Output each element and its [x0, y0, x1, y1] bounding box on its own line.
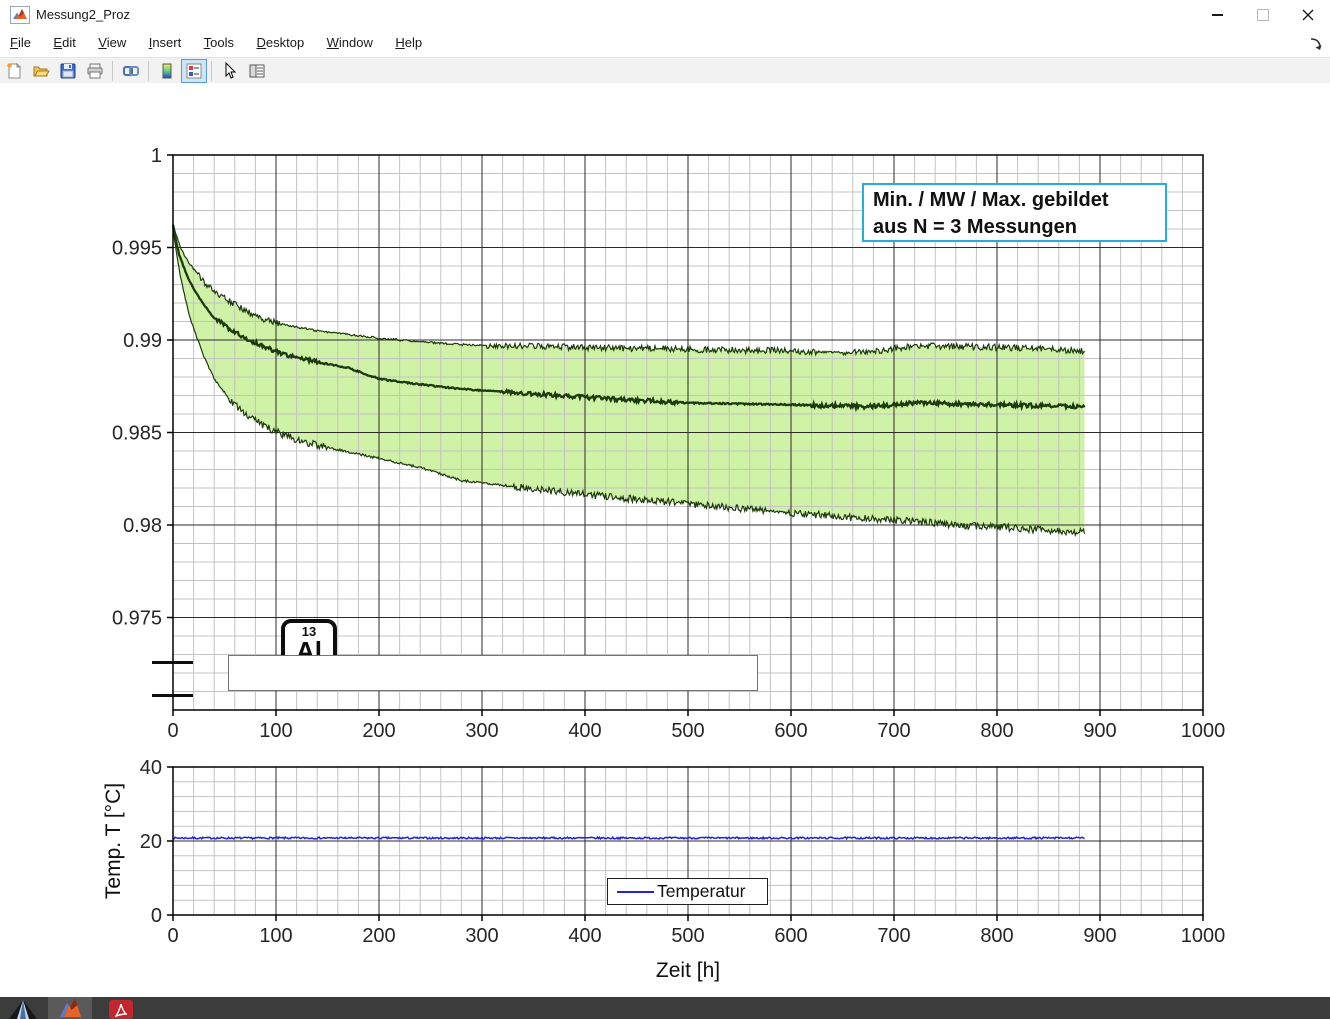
x-tick-label: 700: [877, 925, 910, 947]
property-editor-button[interactable]: [244, 59, 270, 83]
annotation-line2: aus N = 3 Messungen: [873, 216, 1077, 238]
annotation-textbox[interactable]: Min. / MW / Max. gebildet aus N = 3 Mess…: [862, 183, 1167, 242]
maximize-button[interactable]: [1240, 0, 1285, 30]
close-icon: [1302, 9, 1313, 21]
window-title: Messung2_Proz: [36, 7, 130, 22]
dock-figure-icon[interactable]: [1309, 37, 1323, 51]
y-tick-label: 1: [151, 145, 162, 167]
link-plot-button[interactable]: [118, 59, 144, 83]
y-tick-label: 0.985: [112, 423, 162, 445]
new-figure-button[interactable]: [1, 59, 27, 83]
x-tick-label: 300: [465, 925, 498, 947]
x-tick-label: 0: [167, 720, 178, 742]
legend-label: Temperatur: [657, 881, 746, 901]
x-tick-label: 600: [774, 720, 807, 742]
temperature-line: [173, 835, 1085, 841]
x-tick-label: 100: [259, 720, 292, 742]
stray-line-mark: [152, 694, 193, 697]
toolbar-separator: [112, 61, 113, 81]
menu-view[interactable]: View: [98, 35, 127, 50]
y-tick-label: 20: [140, 831, 162, 853]
x-tick-label: 0: [167, 925, 178, 947]
open-file-button[interactable]: [28, 59, 54, 83]
min-curve: [172, 228, 1086, 538]
stray-line-mark: [152, 661, 193, 664]
toolbar-separator: [148, 61, 149, 81]
close-button[interactable]: [1285, 0, 1330, 30]
edit-plot-button[interactable]: [217, 59, 243, 83]
x-tick-label: 400: [568, 720, 601, 742]
insert-colorbar-button[interactable]: [154, 59, 180, 83]
figure-toolbar: [0, 57, 1330, 85]
empty-legend-box[interactable]: [228, 655, 758, 691]
x-tick-label: 1000: [1181, 925, 1226, 947]
y-tick-label: 0: [151, 905, 162, 927]
save-button[interactable]: [55, 59, 81, 83]
menu-file[interactable]: File: [10, 35, 31, 50]
title-bar: Messung2_Proz: [0, 0, 1330, 30]
matlab-taskbar-button[interactable]: [48, 997, 92, 1019]
mean-curve: [171, 224, 1086, 413]
menu-edit[interactable]: Edit: [53, 35, 76, 50]
x-tick-label: 100: [259, 925, 292, 947]
x-tick-label: 300: [465, 720, 498, 742]
temperature-legend[interactable]: Temperatur: [607, 878, 768, 905]
x-axis-label: Zeit [h]: [656, 959, 720, 982]
legend-line-sample: [617, 890, 654, 893]
print-button[interactable]: [82, 59, 108, 83]
y-tick-label: 0.995: [112, 238, 162, 260]
insert-legend-button[interactable]: [181, 59, 207, 83]
y-tick-label: 0.99: [123, 330, 162, 352]
x-tick-label: 700: [877, 720, 910, 742]
x-tick-label: 200: [362, 720, 395, 742]
annotation-line1: Min. / MW / Max. gebildet: [873, 189, 1109, 211]
temperature-axes: 0 100 200 300 400 500 600 700 800 900 1000 0 20 40 Zei…: [102, 757, 1225, 982]
matlab-app-icon: [10, 6, 30, 24]
toolbar-separator: [211, 61, 212, 81]
x-tick-label: 600: [774, 925, 807, 947]
x-tick-label: 500: [671, 720, 704, 742]
y-tick-label: 0.975: [112, 608, 162, 630]
plot-area: 0 100 200 300 400 500 600 700 800 900 100010.9950.…: [102, 145, 1225, 982]
x-tick-label: 1000: [1181, 720, 1226, 742]
minimize-button[interactable]: [1195, 0, 1240, 30]
element-number: 13: [301, 624, 317, 639]
menu-bar: File Edit View Insert Tools Desktop Wind…: [0, 30, 1330, 57]
y-tick-label: 0.98: [123, 515, 162, 537]
max-curve: [172, 223, 1086, 357]
menu-desktop[interactable]: Desktop: [256, 35, 305, 50]
uncertainty-band: [173, 223, 1085, 533]
windows-taskbar: [0, 997, 1330, 1019]
menu-tools[interactable]: Tools: [203, 35, 235, 50]
x-tick-label: 900: [1083, 720, 1116, 742]
x-tick-label: 900: [1083, 925, 1116, 947]
x-tick-label: 400: [568, 925, 601, 947]
menu-help[interactable]: Help: [395, 35, 423, 50]
x-tick-label: 500: [671, 925, 704, 947]
menu-window[interactable]: Window: [326, 35, 373, 50]
menu-insert[interactable]: Insert: [148, 35, 182, 50]
x-tick-label: 200: [362, 925, 395, 947]
y-axis-label: Temp. T [°C]: [102, 783, 125, 899]
x-tick-label: 800: [980, 720, 1013, 742]
main-axes: 0 100 200 300 400 500 600 700 800 900 1000 1 0.995 0.…: [112, 145, 1225, 742]
acrobat-taskbar-button[interactable]: [109, 1000, 133, 1019]
x-tick-label: 800: [980, 925, 1013, 947]
app-pyramid-icon[interactable]: [9, 1000, 37, 1019]
y-tick-label: 40: [140, 757, 162, 779]
